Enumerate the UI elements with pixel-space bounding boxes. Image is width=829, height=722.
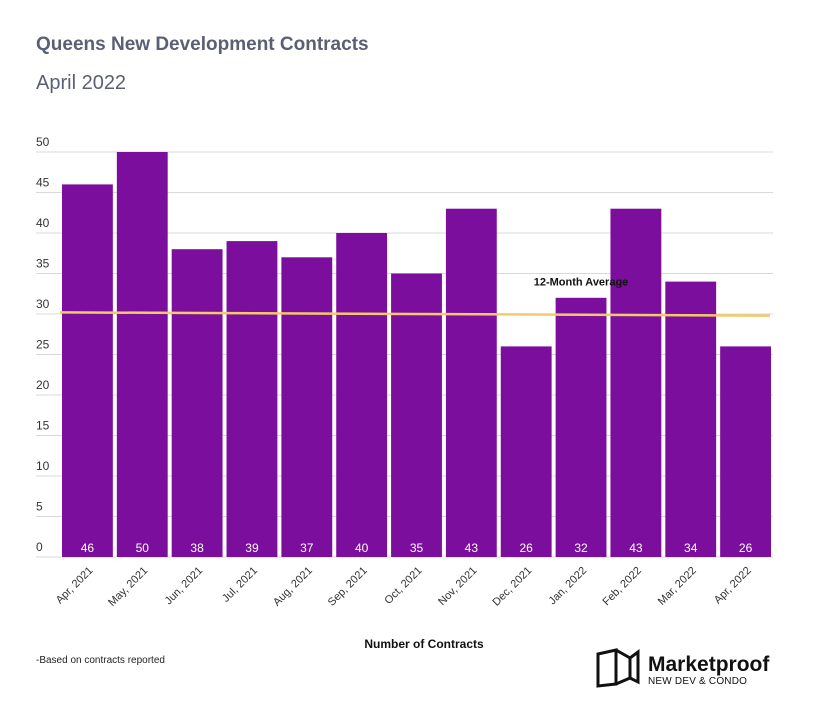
x-tick-label: Mar, 2022 [656, 565, 699, 608]
bar-value-label: 43 [629, 541, 643, 555]
x-tick-label: Aug, 2021 [271, 565, 315, 609]
bar-value-label: 38 [190, 541, 204, 555]
bar-value-label: 40 [355, 541, 369, 555]
x-tick-label: Dec, 2021 [490, 565, 534, 609]
y-tick-label: 50 [36, 135, 50, 149]
bar-value-label: 43 [465, 541, 479, 555]
logo-name: Marketproof [648, 653, 770, 676]
x-tick-label: Jul, 2021 [220, 565, 260, 605]
bar-value-label: 34 [684, 541, 698, 555]
chart-title: Queens New Development Contracts [36, 34, 369, 55]
bar [665, 281, 717, 557]
average-line [59, 311, 771, 317]
y-tick-label: 10 [36, 459, 50, 473]
x-tick-label: Feb, 2022 [600, 565, 644, 609]
bar [391, 273, 442, 557]
marketproof-logo-icon [596, 648, 640, 693]
y-tick-label: 20 [36, 378, 50, 392]
bar [62, 184, 113, 557]
bar-value-label: 37 [300, 541, 314, 555]
bar-value-label: 35 [410, 541, 424, 555]
x-tick-label: Oct, 2021 [382, 565, 424, 607]
y-axis-ticks: 0 5 10 15 20 25 30 35 40 45 50 [36, 135, 50, 554]
bars: 46 50 38 39 37 40 35 43 26 32 43 34 26 [62, 152, 771, 557]
bar-value-label: 26 [739, 541, 753, 555]
logo-tagline: NEW DEV & CONDO [648, 676, 748, 687]
x-tick-label: Nov, 2021 [436, 565, 479, 608]
bar [116, 152, 168, 557]
bar [720, 346, 771, 557]
x-tick-label: Sep, 2021 [326, 565, 370, 609]
x-tick-label: Apr, 2022 [712, 565, 754, 607]
footnote: -Based on contracts reported [36, 655, 165, 666]
bar-value-label: 39 [245, 541, 259, 555]
bar-value-label: 46 [81, 541, 95, 555]
x-axis-label: Number of Contracts [364, 637, 484, 651]
chart-subtitle: April 2022 [36, 72, 127, 94]
brand-logo: Marketproof NEW DEV & CONDO [596, 648, 769, 693]
bar [500, 346, 552, 557]
y-tick-label: 0 [36, 540, 43, 554]
average-line-label: 12-Month Average [534, 277, 629, 289]
bar-value-label: 26 [520, 541, 534, 555]
bar [445, 208, 497, 557]
bar [171, 249, 223, 557]
y-tick-label: 45 [36, 176, 50, 190]
y-tick-label: 25 [36, 338, 50, 352]
bar-value-label: 50 [136, 541, 150, 555]
y-tick-label: 5 [36, 500, 43, 514]
bar [610, 208, 662, 557]
bar [281, 257, 333, 557]
y-tick-label: 35 [36, 257, 50, 271]
bar [336, 233, 388, 557]
x-tick-label: Jan, 2022 [547, 565, 590, 608]
y-tick-label: 40 [36, 216, 50, 230]
x-tick-label: Jun, 2021 [163, 565, 206, 608]
average-line-group: 12-Month Average [59, 277, 771, 317]
x-axis-ticks: Apr, 2021 May, 2021 Jun, 2021 Jul, 2021 Aug,… [54, 565, 754, 609]
y-tick-label: 15 [36, 419, 50, 433]
bar [226, 241, 278, 557]
x-tick-label: Apr, 2021 [54, 565, 96, 607]
y-tick-label: 30 [36, 297, 50, 311]
bar-value-label: 32 [574, 541, 588, 555]
bar [555, 297, 607, 557]
x-tick-label: May, 2021 [106, 565, 150, 609]
